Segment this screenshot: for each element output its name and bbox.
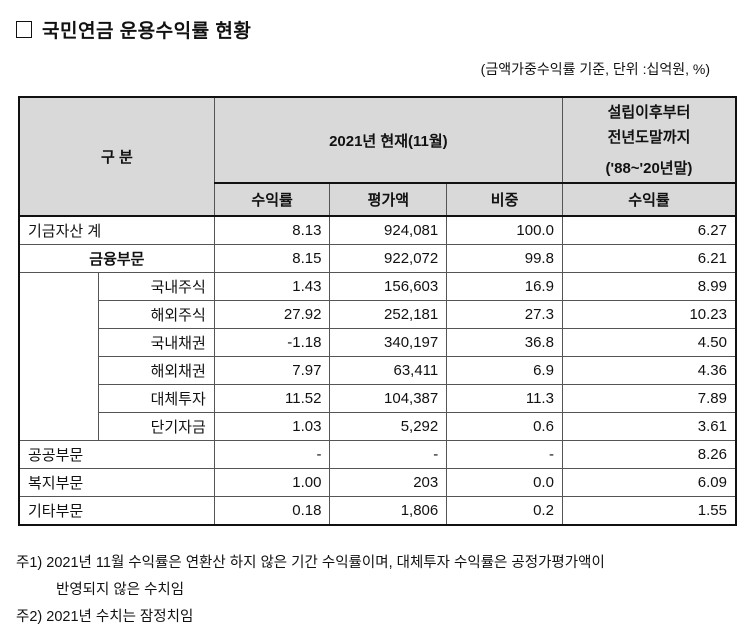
header-category: 구 분 [18,96,215,217]
header-current: 2021년 현재(11월) [213,96,563,184]
cell-rate: 0.18 [213,496,331,526]
cell-share: 16.9 [446,272,563,301]
table-row: 기타부문 0.18 1,806 0.2 1.55 [18,496,737,526]
cell-value: - [329,440,448,469]
cell-since: 1.55 [561,496,737,526]
cell-value: 104,387 [329,384,448,413]
cell-share: - [446,440,563,469]
returns-table: 구 분 2021년 현재(11월) 설립이후부터 전년도말까지 ('88~'20… [18,96,737,526]
cell-value: 922,072 [329,244,448,273]
table-row: 기금자산 계 8.13 924,081 100.0 6.27 [18,215,737,245]
cell-since: 8.26 [561,440,737,469]
row-label: 기타부문 [18,496,215,526]
table-row: 해외주식 27.92 252,181 27.3 10.23 [19,300,737,329]
cell-share: 0.2 [446,496,563,526]
cell-share: 0.0 [446,468,563,497]
cell-since: 4.36 [561,356,737,385]
table-row: 공공부문 - - -8.26 [18,440,737,469]
cell-since: 4.50 [561,328,737,357]
cell-share: 11.3 [446,384,563,413]
row-label: 단기자금 [98,412,215,441]
cell-since: 8.99 [561,272,737,301]
cell-share: 27.3 [446,300,563,329]
note-1-line2: 반영되지 않은 수치임 [56,582,185,598]
cell-share: 0.6 [446,412,563,441]
note-2: 주2) 2021년 수치는 잠정치임 [16,609,194,625]
row-label: 공공부문 [18,440,215,469]
row-label: 대체투자 [98,384,215,413]
table-row: 금융부문 8.15 922,072 99.8 6.21 [18,244,737,273]
row-label: 해외주식 [98,300,215,329]
cell-rate: -1.18 [213,328,331,357]
table-row: 국내주식 1.43 156,603 16.9 8.99 [18,272,737,441]
cell-rate: 11.52 [213,384,331,413]
cell-since: 7.89 [561,384,737,413]
cell-value: 340,197 [329,328,448,357]
table-row: 국내채권 -1.18 340,197 36.8 4.50 [19,328,737,357]
cell-since: 6.27 [561,215,737,245]
cell-rate: 1.03 [213,412,331,441]
page-title: 국민연금 운용수익률 현황 [16,16,251,43]
cell-since: 6.21 [561,244,737,273]
cell-value: 924,081 [329,215,448,245]
row-label: 해외채권 [98,356,215,385]
table-row: 해외채권 7.97 63,411 6.9 4.36 [19,356,737,385]
col-header-rate: 수익률 [213,182,331,217]
cell-rate: - [213,440,331,469]
cell-since: 6.09 [561,468,737,497]
cell-share: 99.8 [446,244,563,273]
col-header-value: 평가액 [329,182,448,217]
col-header-since-rate: 수익률 [561,182,737,217]
cell-share: 6.9 [446,356,563,385]
row-label: 기금자산 계 [18,215,215,245]
row-label: 금융부문 [18,244,215,273]
cell-rate: 27.92 [213,300,331,329]
unit-note: (금액가중수익률 기준, 단위 :십억원, %) [480,61,710,77]
cell-value: 252,181 [329,300,448,329]
cell-since: 10.23 [561,300,737,329]
cell-value: 156,603 [329,272,448,301]
cell-since: 3.61 [561,412,737,441]
cell-rate: 8.13 [213,215,331,245]
title-text: 국민연금 운용수익률 현황 [42,21,252,42]
cell-value: 63,411 [329,356,448,385]
cell-rate: 1.00 [213,468,331,497]
header-since-line2: 전년도말까지 [607,128,691,146]
col-header-share: 비중 [446,182,563,217]
cell-rate: 1.43 [213,272,331,301]
header-since-line3: ('88~'20년말) [605,159,693,177]
row-label: 복지부문 [18,468,215,497]
cell-rate: 7.97 [213,356,331,385]
table-row: 복지부문 1.00 203 0.0 6.09 [18,468,737,497]
cell-value: 1,806 [329,496,448,526]
cell-share: 36.8 [446,328,563,357]
cell-share: 100.0 [446,215,563,245]
row-label: 국내채권 [98,328,215,357]
blank-cell [18,272,100,441]
cell-value: 203 [329,468,448,497]
header-since: 설립이후부터 전년도말까지 ('88~'20년말) [561,96,737,184]
cell-value: 5,292 [329,412,448,441]
table-row: 대체투자 11.52 104,387 11.3 7.89 [19,384,737,413]
note-1-line1: 주1) 2021년 11월 수익률은 연환산 하지 않은 기간 수익률이며, 대… [16,555,605,571]
note-1: 주1) 2021년 11월 수익률은 연환산 하지 않은 기간 수익률이며, 대… [16,553,605,600]
cell-rate: 8.15 [213,244,331,273]
header-since-line1: 설립이후부터 [607,103,691,121]
checkbox-bullet-icon [16,21,32,38]
table-row: 단기자금 1.03 5,292 0.6 3.61 [19,412,737,441]
row-label: 국내주식 [98,272,215,301]
